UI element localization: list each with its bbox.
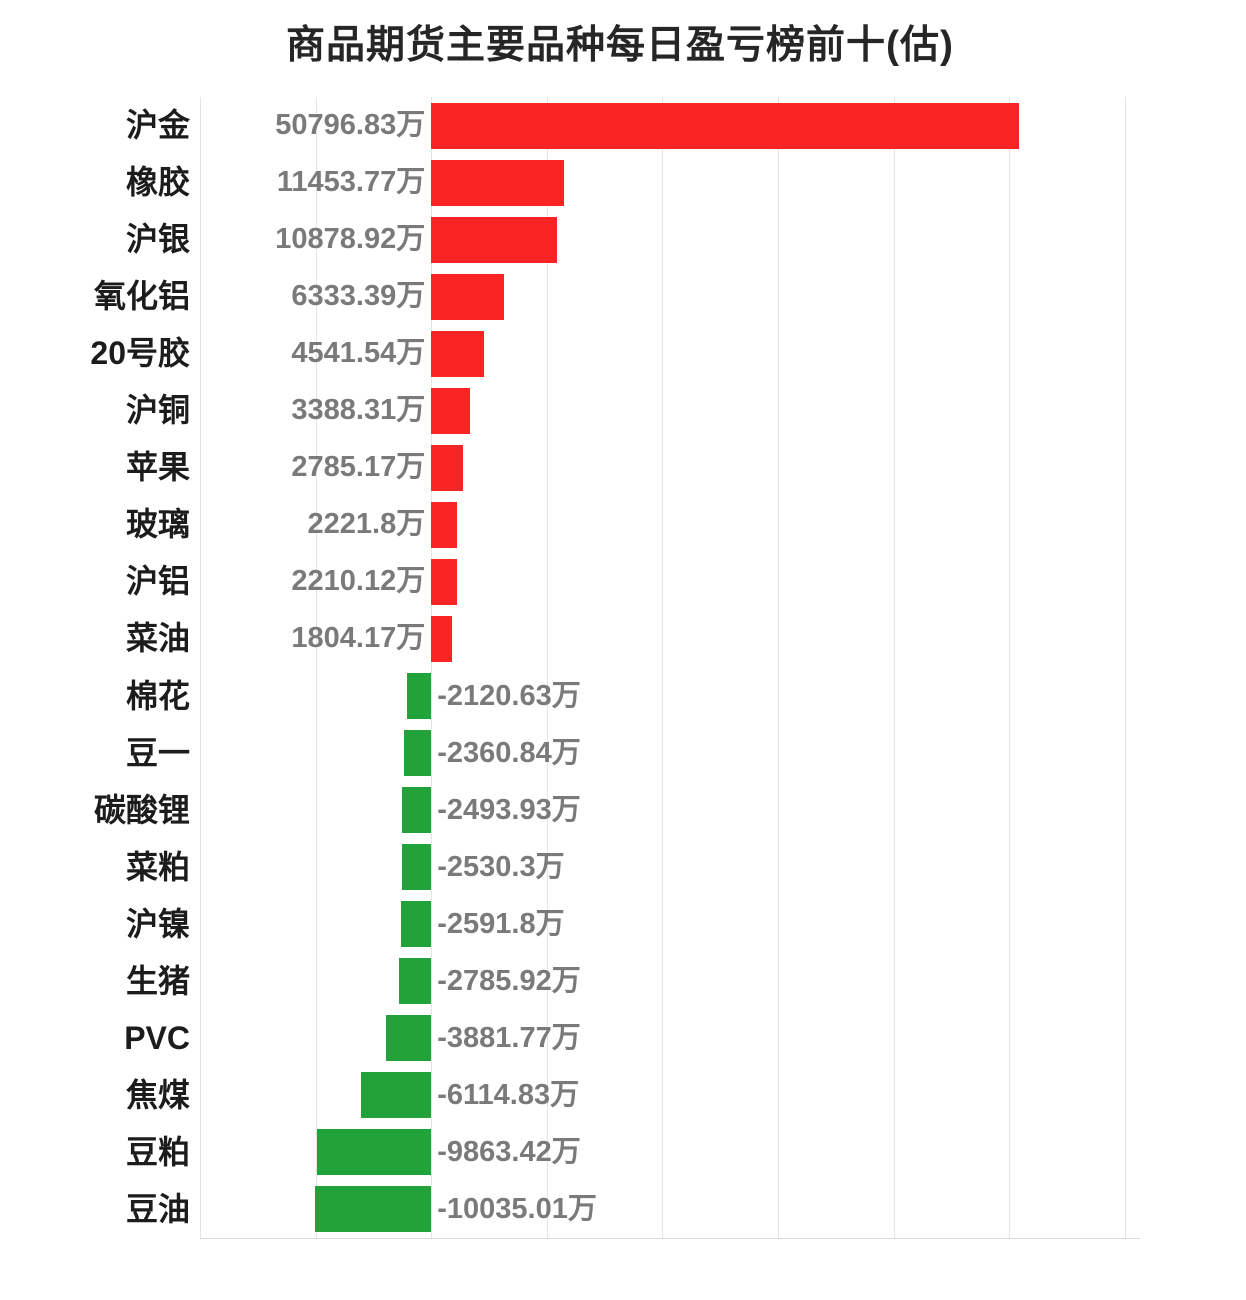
category-label: 沪金: [125, 107, 190, 143]
gridline: [316, 97, 317, 1238]
category-label: 沪铝: [125, 563, 190, 600]
category-label: 沪银: [125, 221, 190, 258]
category-label: 生猪: [125, 962, 190, 999]
category-label: 沪镍: [125, 905, 190, 942]
bar: [431, 444, 464, 491]
category-label: 氧化铝: [93, 278, 190, 315]
bar: [431, 273, 505, 320]
value-label: -2120.63万: [437, 679, 581, 712]
category-label: 菜粕: [125, 848, 190, 885]
value-label: -2493.93万: [437, 793, 581, 826]
chart-title: 商品期货主要品种每日盈亏榜前十(估): [286, 24, 954, 67]
value-label: 1804.17万: [291, 622, 426, 655]
gridline: [1125, 97, 1126, 1238]
bar: [399, 958, 432, 1005]
gridline: [200, 97, 201, 1238]
bar: [386, 1015, 432, 1062]
value-label: -2360.84万: [437, 736, 581, 769]
category-label: 20号胶: [90, 335, 190, 372]
category-label: 焦煤: [125, 1076, 190, 1113]
bar: [431, 558, 457, 605]
x-axis-line: [200, 1238, 1140, 1239]
bar: [401, 844, 432, 891]
value-label: 2785.17万: [291, 451, 426, 484]
category-label: 苹果: [125, 449, 190, 486]
category-label: 碳酸锂: [93, 791, 190, 828]
bar: [406, 673, 432, 720]
gridline: [778, 97, 779, 1238]
category-label: 棉花: [125, 677, 190, 714]
bar: [315, 1186, 432, 1233]
bar: [403, 730, 432, 777]
bar: [431, 615, 453, 662]
value-label: -2591.8万: [437, 907, 565, 940]
category-label: 豆油: [125, 1190, 190, 1227]
category-label: 橡胶: [125, 164, 190, 201]
value-label: 2221.8万: [307, 508, 426, 541]
bar: [401, 901, 432, 948]
gridline: [894, 97, 895, 1238]
value-label: -2785.92万: [437, 964, 581, 997]
plot-area: 沪金 50796.83万橡胶 11453.77万沪银 10878.92万氧化铝 6333…: [90, 97, 1140, 1239]
value-label: 3388.31万: [291, 394, 426, 427]
gridline: [662, 97, 663, 1238]
value-label: -9863.42万: [437, 1135, 581, 1168]
category-label: 豆一: [125, 734, 190, 771]
value-label: 6333.39万: [291, 280, 426, 313]
category-label: 沪铜: [125, 392, 190, 429]
category-label: 豆粕: [125, 1133, 190, 1170]
bar: [431, 216, 558, 263]
gridline: [1009, 97, 1010, 1238]
value-label: -6114.83万: [437, 1078, 580, 1111]
bar: [431, 387, 471, 434]
value-label: 11453.77万: [276, 166, 426, 199]
value-label: 2210.12万: [291, 565, 426, 598]
value-label: -10035.01万: [437, 1192, 597, 1225]
category-label: PVC: [124, 1019, 190, 1056]
gridline: [547, 97, 548, 1238]
value-label: -3881.77万: [437, 1021, 581, 1054]
bar: [431, 159, 564, 206]
value-label: -2530.3万: [437, 850, 565, 883]
bar: [317, 1129, 432, 1176]
value-label: 4541.54万: [291, 337, 426, 370]
bar: [431, 102, 1019, 149]
value-label: 10878.92万: [275, 223, 426, 256]
category-label: 菜油: [125, 620, 190, 657]
category-label: 玻璃: [125, 506, 190, 543]
bar: [402, 787, 432, 834]
value-label: 50796.83万: [275, 109, 426, 141]
bar: [360, 1072, 432, 1119]
bar: [431, 501, 457, 548]
gridline: [431, 97, 432, 1238]
bar: [431, 330, 484, 377]
